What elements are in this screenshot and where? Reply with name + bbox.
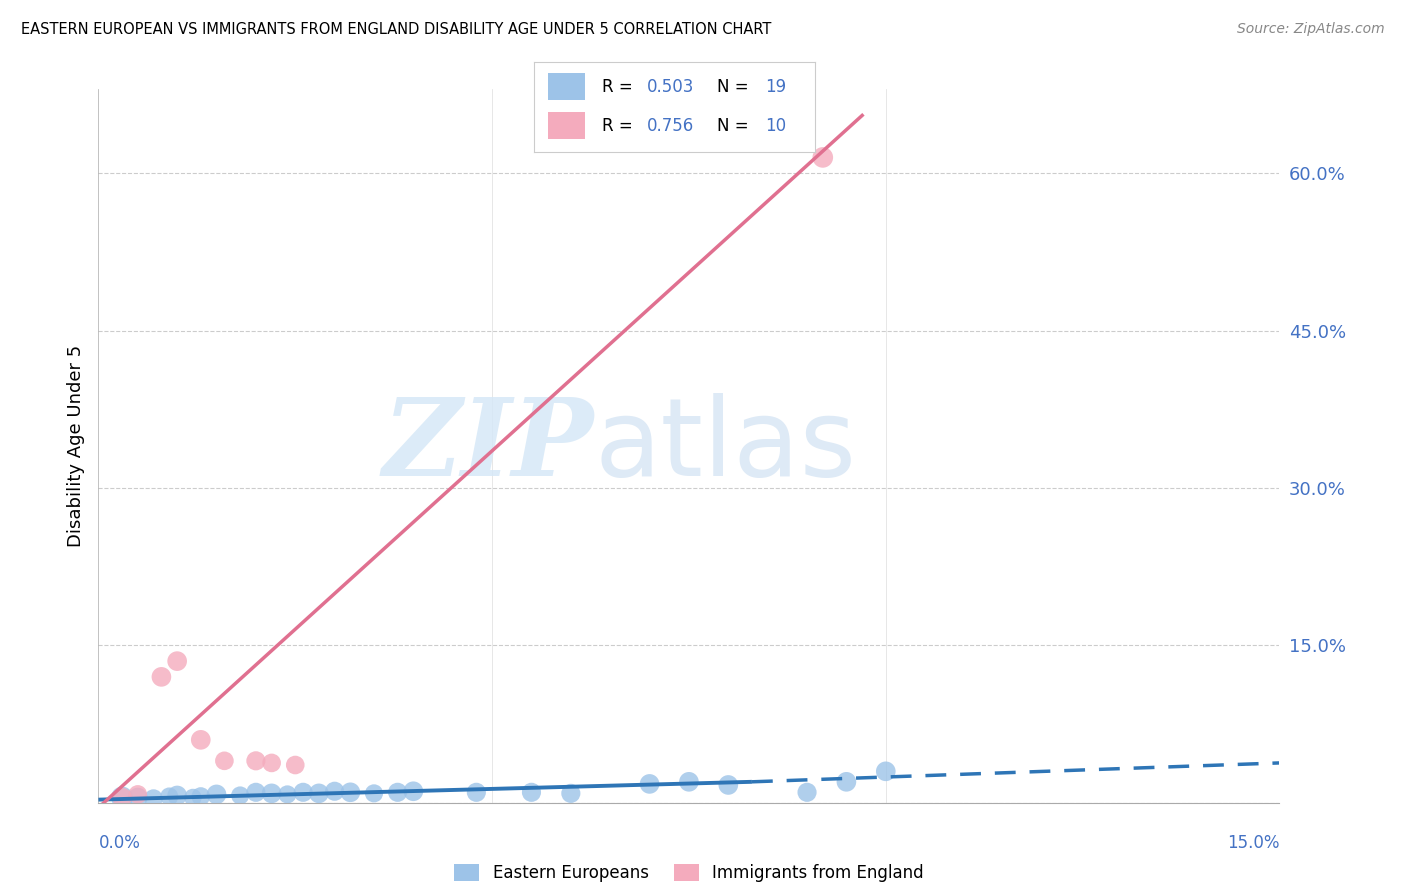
Point <box>245 754 267 768</box>
Text: 0.0%: 0.0% <box>98 834 141 852</box>
Point <box>150 670 173 684</box>
Point <box>638 777 661 791</box>
Point <box>323 784 346 798</box>
Point <box>811 150 834 164</box>
Text: 19: 19 <box>765 78 786 95</box>
Text: Source: ZipAtlas.com: Source: ZipAtlas.com <box>1237 22 1385 37</box>
Text: 10: 10 <box>765 117 786 135</box>
Legend: Eastern Europeans, Immigrants from England: Eastern Europeans, Immigrants from Engla… <box>450 859 928 888</box>
Point <box>205 788 228 802</box>
Text: 0.756: 0.756 <box>647 117 695 135</box>
Point <box>835 774 858 789</box>
Text: atlas: atlas <box>595 393 856 499</box>
FancyBboxPatch shape <box>548 73 585 100</box>
Point <box>166 654 188 668</box>
Point <box>520 785 543 799</box>
Point <box>363 786 385 800</box>
Point <box>190 732 212 747</box>
Text: N =: N = <box>717 78 754 95</box>
Point <box>796 785 818 799</box>
Point <box>111 790 134 805</box>
Point <box>190 789 212 804</box>
Point <box>292 785 315 799</box>
Text: 0.503: 0.503 <box>647 78 695 95</box>
Text: R =: R = <box>602 117 638 135</box>
Point <box>229 789 252 803</box>
Point <box>166 789 188 803</box>
Point <box>260 786 283 800</box>
Point <box>276 788 298 802</box>
Point <box>717 778 740 792</box>
Point <box>245 785 267 799</box>
Point <box>127 788 149 802</box>
Text: R =: R = <box>602 78 638 95</box>
Y-axis label: Disability Age Under 5: Disability Age Under 5 <box>66 345 84 547</box>
FancyBboxPatch shape <box>548 112 585 139</box>
Point <box>142 791 165 805</box>
Point <box>465 785 488 799</box>
Point <box>560 786 582 800</box>
Point <box>308 786 330 800</box>
Text: N =: N = <box>717 117 754 135</box>
Point <box>387 785 409 799</box>
Point <box>678 774 700 789</box>
Point <box>284 758 307 772</box>
Point <box>260 756 283 770</box>
Point <box>157 789 180 804</box>
Point <box>127 790 149 805</box>
Point <box>214 754 236 768</box>
Text: EASTERN EUROPEAN VS IMMIGRANTS FROM ENGLAND DISABILITY AGE UNDER 5 CORRELATION C: EASTERN EUROPEAN VS IMMIGRANTS FROM ENGL… <box>21 22 772 37</box>
Point <box>181 790 204 805</box>
Text: 15.0%: 15.0% <box>1227 834 1279 852</box>
Point <box>339 785 361 799</box>
Point <box>402 784 425 798</box>
Text: ZIP: ZIP <box>382 393 595 499</box>
Point <box>875 764 897 779</box>
Point <box>111 790 134 805</box>
